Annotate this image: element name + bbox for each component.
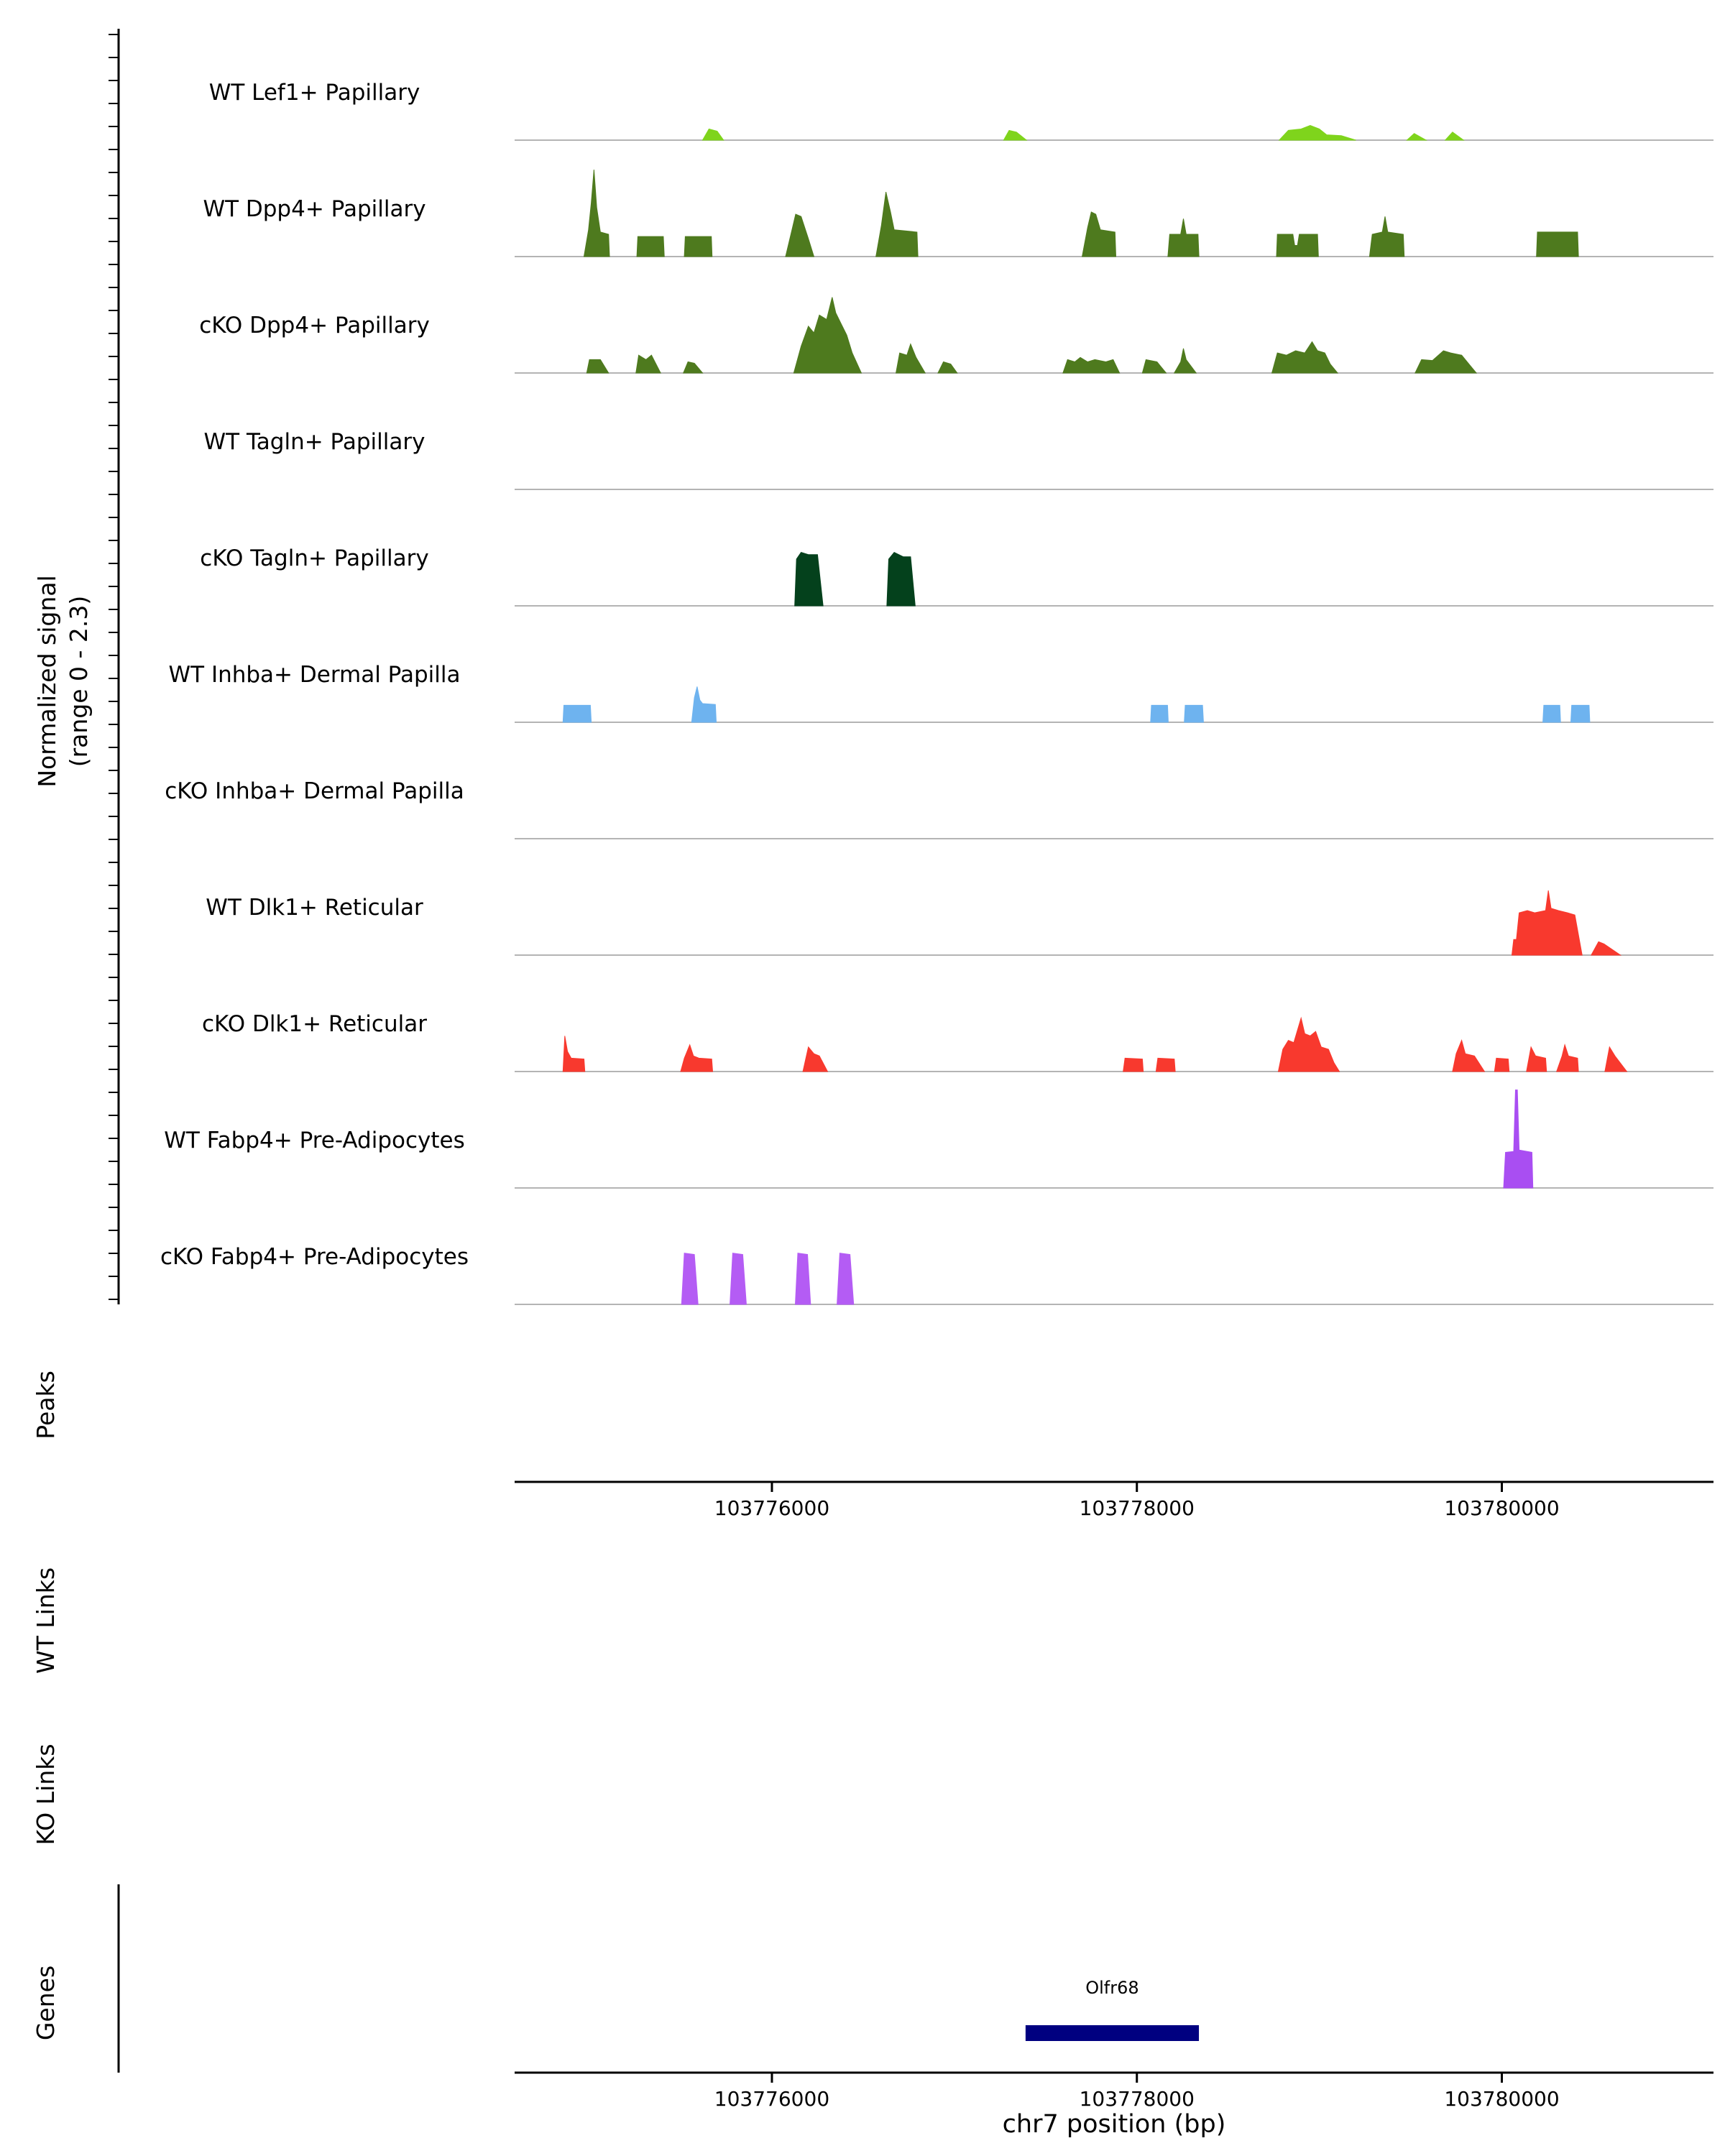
signal-peak	[562, 704, 592, 723]
signal-peak	[683, 361, 704, 374]
signal-peak	[793, 297, 862, 374]
signal-peak	[837, 1253, 855, 1305]
signal-peak	[1570, 704, 1591, 723]
signal-peak	[1271, 341, 1339, 374]
signal-peak	[1452, 1039, 1486, 1072]
signal-peak	[794, 1253, 811, 1305]
signal-peak	[1277, 1016, 1340, 1072]
signal-peak	[1503, 1089, 1534, 1189]
signal-peak	[1167, 218, 1200, 257]
signal-peak	[1184, 704, 1204, 723]
signal-peak	[1511, 890, 1583, 956]
signal-peak	[730, 1253, 747, 1305]
signal-peak	[691, 686, 717, 723]
signal-peak	[635, 354, 661, 374]
signal-peak	[1591, 941, 1622, 956]
signal-peak	[562, 1036, 586, 1072]
signal-peak	[1141, 359, 1167, 374]
signal-peak	[586, 359, 610, 374]
signal-peak	[1150, 704, 1169, 723]
signal-peak	[680, 1044, 714, 1072]
signal-peak	[1278, 124, 1356, 141]
signal-peak	[1526, 1046, 1547, 1072]
signal-peak	[1406, 133, 1428, 141]
signal-peak	[896, 343, 926, 374]
signal-peak	[1555, 1043, 1579, 1072]
signal-peak	[636, 236, 665, 257]
signal-peak	[1542, 704, 1561, 723]
gene-bar	[1025, 2025, 1200, 2041]
signal-peak	[681, 1253, 699, 1305]
signal-peak	[1276, 234, 1319, 257]
signal-peak	[794, 552, 824, 607]
signal-peak	[1368, 216, 1405, 257]
signal-peak	[1494, 1057, 1510, 1072]
signal-peak	[1081, 211, 1117, 257]
signal-peak	[684, 236, 713, 257]
signal-peak	[1173, 348, 1197, 374]
signal-peak	[1604, 1046, 1628, 1072]
signal-peak	[1414, 350, 1478, 374]
signal-peak	[785, 213, 815, 257]
signal-peak	[875, 191, 919, 257]
signal-peak	[583, 170, 610, 257]
signal-peak	[1536, 231, 1579, 257]
signal-peak	[1444, 132, 1465, 141]
signal-peak	[802, 1046, 829, 1072]
signal-peak	[1003, 129, 1028, 141]
signal-peak	[702, 128, 724, 141]
signal-peak	[886, 551, 916, 607]
signal-peak	[937, 361, 958, 374]
signal-peak	[1123, 1057, 1144, 1072]
signal-peak	[1155, 1057, 1176, 1072]
signal-peak	[1062, 356, 1121, 374]
